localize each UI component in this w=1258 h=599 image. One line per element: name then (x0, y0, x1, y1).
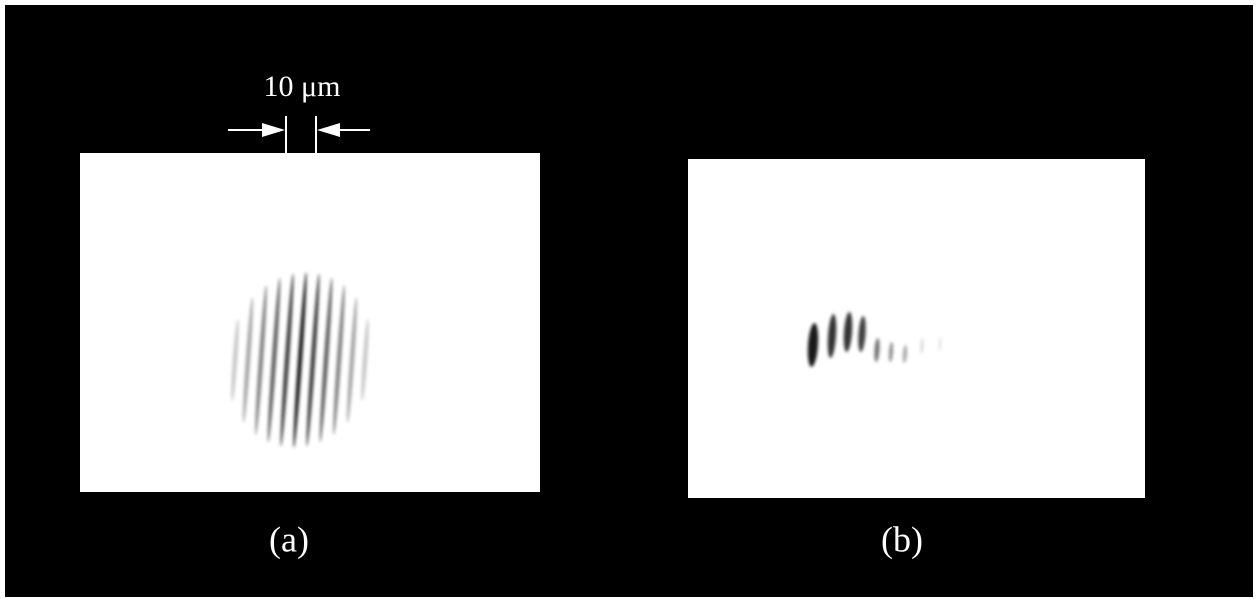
panel-a-label: (a) (269, 519, 309, 559)
figure: 10 μm (a) (b) (0, 0, 1258, 599)
scale-label: 10 μm (264, 70, 341, 103)
panel-b-image (688, 159, 1145, 498)
panel-a-image (80, 153, 540, 492)
panel-b-label: (b) (881, 519, 923, 559)
